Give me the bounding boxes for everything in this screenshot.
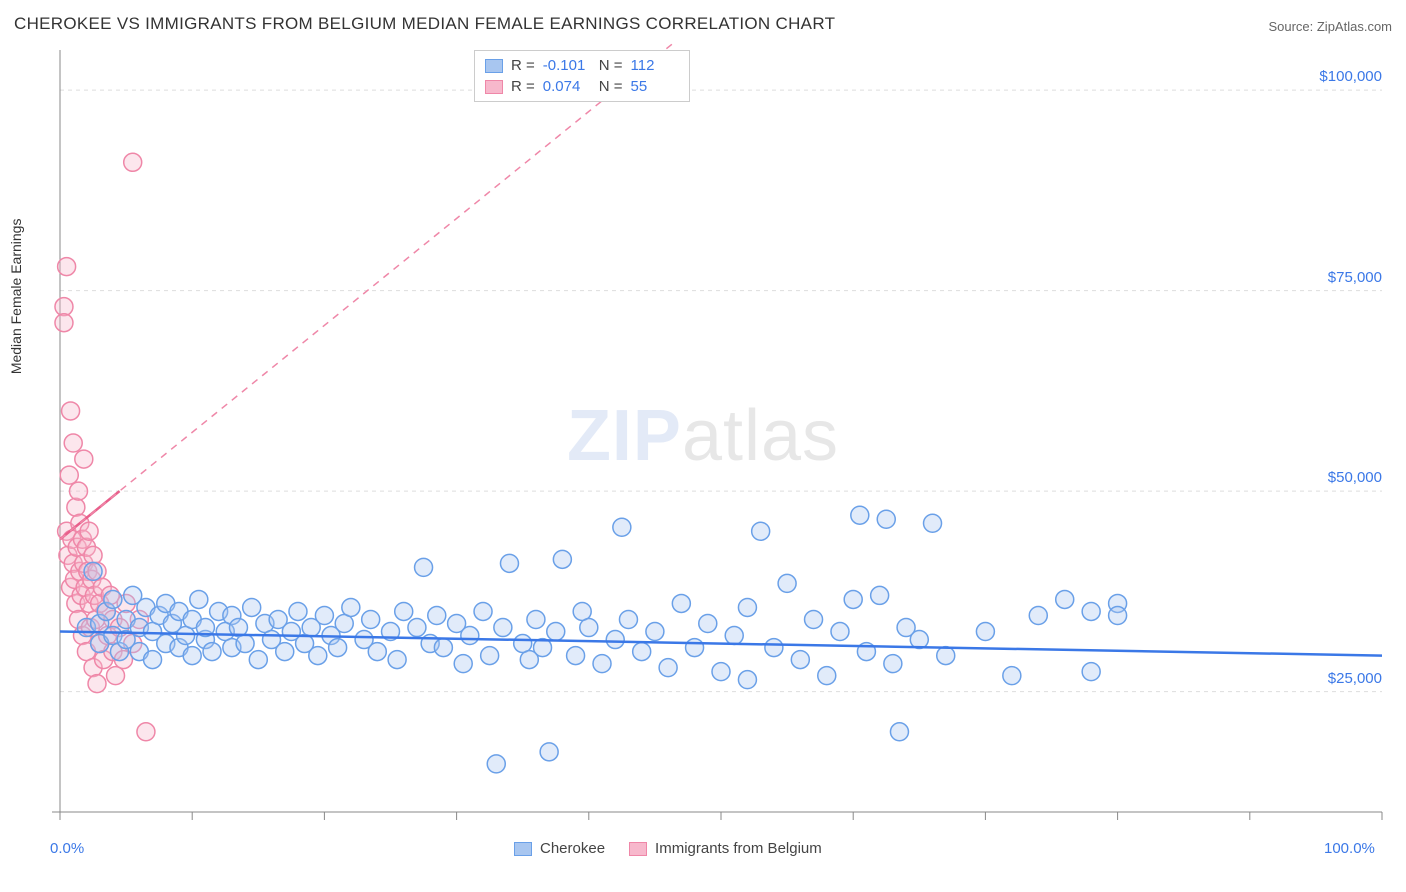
stat-value: 0.074 [543, 78, 591, 95]
stats-row-pink: R = 0.074 N = 55 [485, 76, 679, 97]
stat-label: N = [599, 57, 623, 74]
legend-item-pink: Immigrants from Belgium [629, 840, 822, 857]
legend-item-blue: Cherokee [514, 840, 605, 857]
bottom-legend: Cherokee Immigrants from Belgium [514, 840, 822, 857]
swatch-pink [485, 80, 503, 94]
swatch-blue [485, 59, 503, 73]
stat-label: R = [511, 78, 535, 95]
swatch-blue [514, 842, 532, 856]
y-tick-label: $25,000 [1302, 670, 1382, 687]
stat-value: -0.101 [543, 57, 591, 74]
stats-legend-box: R = -0.101 N = 112 R = 0.074 N = 55 [474, 50, 690, 102]
x-axis-max-label: 100.0% [1324, 840, 1375, 857]
y-tick-label: $100,000 [1302, 68, 1382, 85]
stats-row-blue: R = -0.101 N = 112 [485, 55, 679, 76]
y-tick-label: $75,000 [1302, 269, 1382, 286]
stat-label: R = [511, 57, 535, 74]
swatch-pink [629, 842, 647, 856]
source-text: Source: ZipAtlas.com [1268, 19, 1392, 34]
y-tick-label: $50,000 [1302, 469, 1382, 486]
y-axis-title: Median Female Earnings [8, 219, 24, 375]
x-axis-min-label: 0.0% [50, 840, 84, 857]
stat-value: 112 [631, 57, 679, 74]
legend-label: Cherokee [540, 840, 605, 857]
chart-container: Median Female Earnings ZIPatlas R = -0.1… [14, 42, 1392, 862]
chart-title: CHEROKEE VS IMMIGRANTS FROM BELGIUM MEDI… [14, 14, 835, 34]
chart-svg [14, 42, 1392, 862]
legend-label: Immigrants from Belgium [655, 840, 822, 857]
stat-value: 55 [631, 78, 679, 95]
stat-label: N = [599, 78, 623, 95]
